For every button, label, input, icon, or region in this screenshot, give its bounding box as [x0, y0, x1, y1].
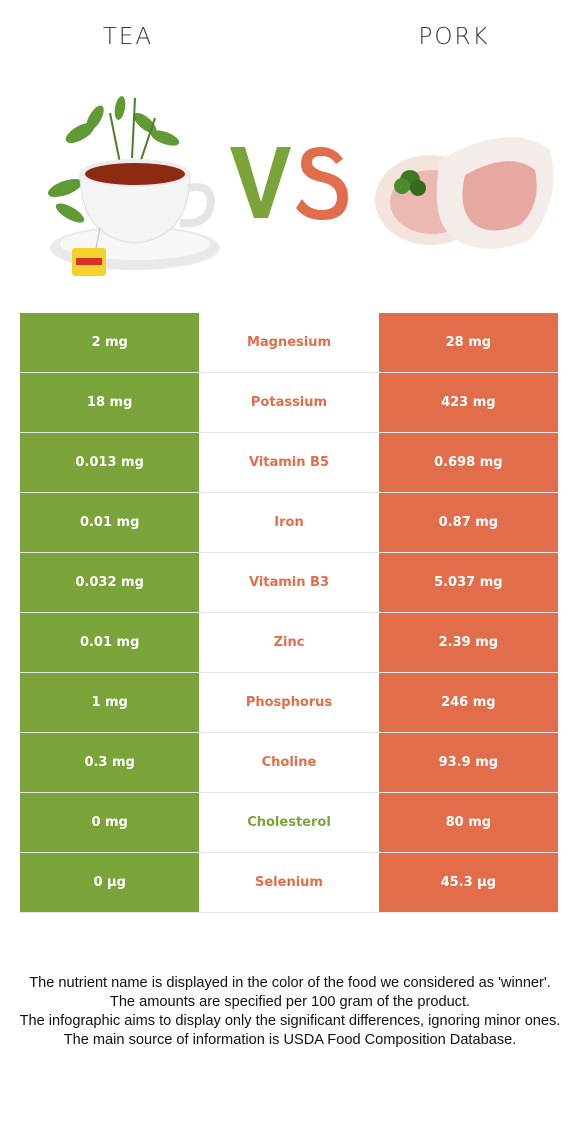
nutrient-name: Magnesium	[199, 313, 379, 373]
pork-value: 45.3 µg	[378, 853, 558, 913]
nutrient-name: Phosphorus	[199, 673, 379, 733]
table-row: 18 mg Potassium 423 mg	[20, 373, 558, 433]
tea-value: 0.032 mg	[20, 553, 200, 613]
nutrient-name: Selenium	[199, 853, 379, 913]
nutrient-name: Vitamin B5	[199, 433, 379, 493]
nutrient-name: Zinc	[199, 613, 379, 673]
pork-title: PORK	[418, 24, 490, 50]
table-row: 0.032 mg Vitamin B3 5.037 mg	[20, 553, 558, 613]
pork-value: 28 mg	[378, 313, 558, 373]
pork-value: 2.39 mg	[378, 613, 558, 673]
footnote: The nutrient name is displayed in the co…	[18, 974, 562, 1050]
tea-value: 0.01 mg	[20, 613, 200, 673]
nutrient-name: Cholesterol	[199, 793, 379, 853]
tea-value: 0 mg	[20, 793, 200, 853]
pork-value: 246 mg	[378, 673, 558, 733]
tea-value: 18 mg	[20, 373, 200, 433]
tea-value: 2 mg	[20, 313, 200, 373]
table-row: 0.01 mg Iron 0.87 mg	[20, 493, 558, 553]
table-row: 2 mg Magnesium 28 mg	[20, 313, 558, 373]
vs-logo	[230, 147, 348, 220]
pork-value: 0.87 mg	[378, 493, 558, 553]
comparison-table: 2 mg Magnesium 28 mg 18 mg Potassium 423 mg 0.…	[20, 313, 558, 913]
table-row: 0.3 mg Choline 93.9 mg	[20, 733, 558, 793]
table-row: 1 mg Phosphorus 246 mg	[20, 673, 558, 733]
footnote-line: The infographic aims to display only the…	[19, 1013, 561, 1029]
pork-value: 93.9 mg	[378, 733, 558, 793]
tea-value: 0.01 mg	[20, 493, 200, 553]
table-row: 0.01 mg Zinc 2.39 mg	[20, 613, 558, 673]
table-row: 0.013 mg Vitamin B5 0.698 mg	[20, 433, 558, 493]
pork-value: 423 mg	[378, 373, 558, 433]
pork-value: 5.037 mg	[378, 553, 558, 613]
nutrient-name: Vitamin B3	[199, 553, 379, 613]
tea-title: TEA	[102, 24, 154, 50]
table-row: 0 mg Cholesterol 80 mg	[20, 793, 558, 853]
footnote-line: The main source of information is USDA F…	[63, 1032, 517, 1048]
pork-chop-icon	[375, 137, 554, 249]
tea-cup-icon	[47, 96, 220, 276]
tea-value: 0.013 mg	[20, 433, 200, 493]
nutrient-name: Potassium	[199, 373, 379, 433]
tea-value: 0 µg	[20, 853, 200, 913]
pork-value: 0.698 mg	[378, 433, 558, 493]
tea-value: 1 mg	[20, 673, 200, 733]
nutrient-name: Choline	[199, 733, 379, 793]
footnote-line: The amounts are specified per 100 gram o…	[109, 994, 471, 1010]
pork-value: 80 mg	[378, 793, 558, 853]
table-row: 0 µg Selenium 45.3 µg	[20, 853, 558, 913]
nutrient-name: Iron	[199, 493, 379, 553]
tea-value: 0.3 mg	[20, 733, 200, 793]
footnote-line: The nutrient name is displayed in the co…	[29, 975, 551, 991]
